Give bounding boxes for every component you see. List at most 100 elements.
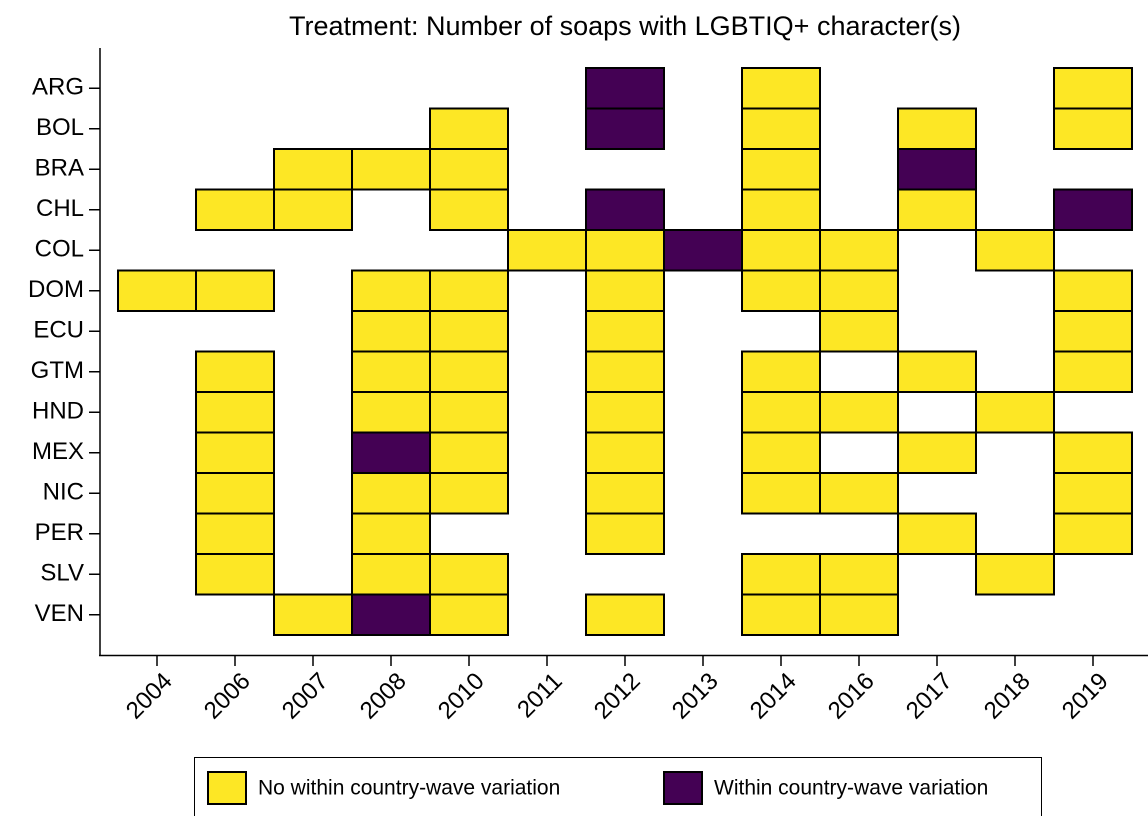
cell <box>741 67 821 110</box>
cell <box>585 269 665 312</box>
legend-swatch <box>663 771 703 805</box>
cell <box>351 553 431 596</box>
cell <box>585 431 665 474</box>
cell <box>1053 67 1133 110</box>
cell <box>897 107 977 150</box>
cell <box>429 188 509 231</box>
cell <box>429 472 509 515</box>
cell <box>741 269 821 312</box>
cell <box>351 391 431 434</box>
cell <box>1053 431 1133 474</box>
cell <box>585 391 665 434</box>
cell <box>897 512 977 555</box>
cell <box>663 229 743 272</box>
cell <box>585 310 665 353</box>
cell <box>585 512 665 555</box>
cell <box>429 593 509 636</box>
legend-label: Within country-wave variation <box>714 777 988 800</box>
cell <box>351 512 431 555</box>
cell <box>195 350 275 393</box>
x-tick-label: 2012 <box>589 668 646 725</box>
legend-label: No within country-wave variation <box>258 777 560 800</box>
cell <box>351 431 431 474</box>
cell <box>897 431 977 474</box>
cell <box>975 553 1055 596</box>
cell <box>273 593 353 636</box>
cell <box>351 148 431 191</box>
cell <box>819 553 899 596</box>
cell <box>351 593 431 636</box>
cell <box>429 310 509 353</box>
y-tick-label: ARG <box>32 74 84 101</box>
x-tick-label: 2019 <box>1057 668 1114 725</box>
x-tick-label: 2004 <box>121 668 178 725</box>
cell <box>585 229 665 272</box>
legend-box <box>194 757 1042 816</box>
cell <box>741 350 821 393</box>
cell <box>429 391 509 434</box>
x-tick-label: 2010 <box>433 668 490 725</box>
y-tick-label: NIC <box>43 479 84 506</box>
x-tick-label: 2016 <box>823 668 880 725</box>
cell <box>819 593 899 636</box>
cell <box>897 148 977 191</box>
cell <box>741 188 821 231</box>
y-tick-label: BRA <box>35 155 84 182</box>
cell <box>117 269 197 312</box>
y-tick-label: VEN <box>35 600 84 627</box>
chart-title: Treatment: Number of soaps with LGBTIQ+ … <box>289 11 961 41</box>
cell <box>741 593 821 636</box>
legend-swatch <box>207 771 247 805</box>
cell <box>585 107 665 150</box>
cell <box>975 391 1055 434</box>
x-tick-label: 2018 <box>979 668 1036 725</box>
cell <box>1053 310 1133 353</box>
cell <box>195 512 275 555</box>
x-tick-label: 2006 <box>199 668 256 725</box>
cell <box>585 472 665 515</box>
cell <box>741 148 821 191</box>
cell <box>351 472 431 515</box>
cell <box>195 472 275 515</box>
cell <box>741 107 821 150</box>
y-tick-label: ECU <box>33 317 84 344</box>
cell <box>897 188 977 231</box>
cell <box>429 269 509 312</box>
cell <box>273 188 353 231</box>
cell <box>741 229 821 272</box>
y-tick-label: SLV <box>40 560 84 587</box>
y-tick-label: HND <box>32 398 84 425</box>
cell <box>195 188 275 231</box>
y-tick-label: MEX <box>32 438 84 465</box>
cell <box>1053 188 1133 231</box>
cell <box>897 350 977 393</box>
cell <box>429 107 509 150</box>
cell <box>975 229 1055 272</box>
cell <box>429 148 509 191</box>
cell <box>351 310 431 353</box>
cell <box>507 229 587 272</box>
y-tick-label: BOL <box>36 114 84 141</box>
cell <box>351 350 431 393</box>
cell <box>741 431 821 474</box>
x-tick-label: 2011 <box>512 668 568 724</box>
cell <box>585 593 665 636</box>
cell <box>819 310 899 353</box>
cell <box>741 391 821 434</box>
cell <box>1053 472 1133 515</box>
cell <box>585 67 665 110</box>
cell <box>195 553 275 596</box>
y-tick-label: DOM <box>28 276 84 303</box>
cell <box>429 350 509 393</box>
y-tick-label: COL <box>35 236 84 263</box>
cell <box>819 472 899 515</box>
y-tick-label: GTM <box>31 357 84 384</box>
cell <box>1053 350 1133 393</box>
cell <box>819 269 899 312</box>
cell <box>741 553 821 596</box>
cell <box>819 391 899 434</box>
cell <box>1053 107 1133 150</box>
cell <box>819 229 899 272</box>
cell <box>1053 512 1133 555</box>
